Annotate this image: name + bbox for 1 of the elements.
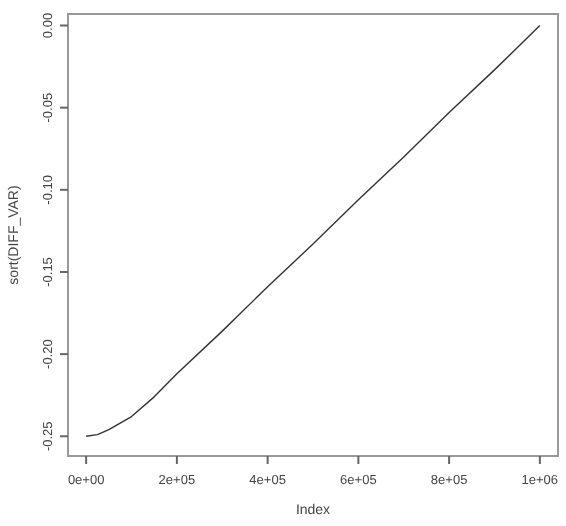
line-series xyxy=(85,24,541,437)
